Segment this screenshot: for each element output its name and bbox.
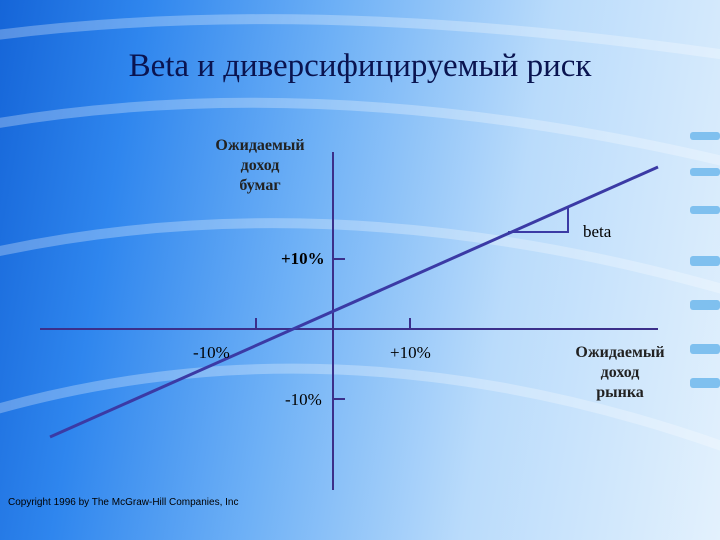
x-tick-label-positive: +10% <box>390 343 431 362</box>
right-edge-decorations <box>690 132 720 388</box>
beta-label: beta <box>583 222 612 241</box>
characteristic-line <box>49 165 659 439</box>
x-tick-label-negative: -10% <box>193 343 230 362</box>
diagram <box>40 152 659 490</box>
y-tick-label-negative: -10% <box>285 390 322 409</box>
x-axis-label: Ожидаемый доход рынка <box>575 344 665 401</box>
slide-title: Beta и диверсифицируемый риск <box>128 48 592 84</box>
copyright-notice: Copyright 1996 by The McGraw-Hill Compan… <box>8 497 239 508</box>
decorative-arcs <box>0 14 720 451</box>
y-axis-label: Ожидаемый доход бумаг <box>215 137 305 194</box>
beta-slope-triangle <box>508 208 569 233</box>
y-tick-label-positive: +10% <box>281 249 325 268</box>
